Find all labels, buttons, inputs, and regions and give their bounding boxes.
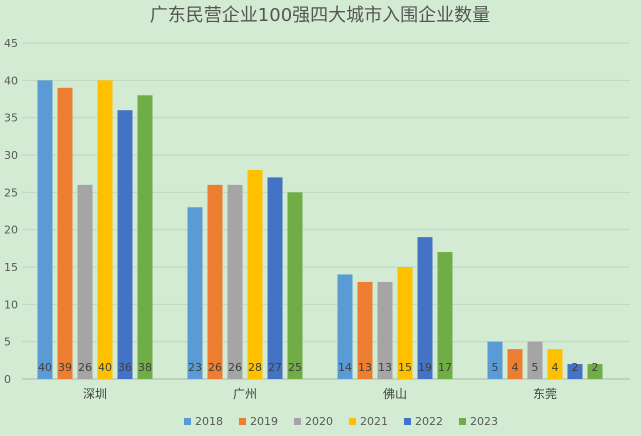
y-tick-label: 0 (4, 373, 11, 386)
y-tick-label: 20 (4, 224, 18, 237)
bar-深圳-2022 (117, 110, 133, 379)
data-label: 26 (228, 361, 242, 374)
bar-东莞-2019 (507, 349, 523, 379)
y-tick-label: 25 (4, 186, 18, 199)
data-label: 23 (188, 361, 202, 374)
y-tick-label: 35 (4, 112, 18, 125)
bar-佛山-2018 (337, 274, 353, 379)
data-label: 19 (418, 361, 432, 374)
data-label: 14 (338, 361, 352, 374)
legend-entry: 2023 (470, 415, 498, 428)
bar-广州-2018 (187, 207, 203, 379)
data-label: 17 (438, 361, 452, 374)
data-label: 26 (208, 361, 222, 374)
data-label: 28 (248, 361, 262, 374)
bar-广州-2021 (247, 169, 263, 379)
bar-佛山-2023 (437, 252, 453, 379)
bar-佛山-2019 (357, 281, 373, 379)
legend-entry: 2020 (305, 415, 333, 428)
data-label: 13 (358, 361, 372, 374)
bar-佛山-2020 (377, 281, 393, 379)
x-axis-categories: 深圳 广州 佛山 东莞 (83, 387, 557, 401)
data-label: 26 (78, 361, 92, 374)
bar-深圳-2023 (137, 95, 153, 380)
data-label: 15 (398, 361, 412, 374)
bar-广州-2019 (207, 184, 223, 379)
legend-swatch (404, 418, 411, 425)
data-label: 25 (288, 361, 302, 374)
bar-东莞-2022 (567, 364, 583, 379)
y-tick-label: 10 (4, 298, 18, 311)
data-label: 5 (532, 361, 539, 374)
bar-深圳-2019 (57, 87, 73, 380)
chart-title: 广东民营企业100强四大城市入围企业数量 (150, 5, 490, 26)
bar-广州-2022 (267, 177, 283, 379)
data-label: 27 (268, 361, 282, 374)
y-axis-ticks: 0 5 10 15 20 25 30 35 40 45 (4, 37, 18, 386)
data-label: 40 (38, 361, 52, 374)
legend-entry: 2019 (250, 415, 278, 428)
gridlines (22, 42, 630, 380)
legend-entry: 2018 (195, 415, 223, 428)
category-label: 深圳 (83, 387, 107, 401)
data-label: 2 (572, 361, 579, 374)
bar-广州-2023 (287, 192, 303, 379)
data-label: 4 (552, 361, 559, 374)
bars (37, 80, 603, 380)
y-tick-label: 40 (4, 74, 18, 87)
bar-佛山-2021 (397, 267, 413, 379)
category-label: 广州 (233, 387, 257, 401)
bar-深圳-2020 (77, 184, 93, 379)
data-labels: 40 39 26 40 36 38 23 26 26 28 27 25 14 13 13 15 19 17 5 4 5 4… (38, 361, 599, 374)
data-label: 36 (118, 361, 132, 374)
bar-深圳-2018 (37, 80, 53, 379)
y-tick-label: 15 (4, 261, 18, 274)
legend-swatch (459, 418, 466, 425)
category-label: 东莞 (533, 387, 557, 401)
data-label: 4 (512, 361, 519, 374)
data-label: 13 (378, 361, 392, 374)
data-label: 5 (492, 361, 499, 374)
data-label: 39 (58, 361, 72, 374)
bar-东莞-2020 (527, 341, 543, 379)
legend-swatch (349, 418, 356, 425)
y-tick-label: 5 (4, 336, 11, 349)
data-label: 2 (592, 361, 599, 374)
bar-深圳-2021 (97, 80, 113, 379)
bar-东莞-2018 (487, 341, 503, 379)
legend-swatch (294, 418, 301, 425)
bar-广州-2020 (227, 184, 243, 379)
legend-entry: 2021 (360, 415, 388, 428)
data-label: 40 (98, 361, 112, 374)
category-label: 佛山 (383, 387, 407, 401)
bar-佛山-2022 (417, 237, 433, 379)
bar-东莞-2023 (587, 364, 603, 379)
bar-东莞-2021 (547, 349, 563, 379)
y-tick-label: 45 (4, 37, 18, 50)
legend-entry: 2022 (415, 415, 443, 428)
data-label: 38 (138, 361, 152, 374)
y-tick-label: 30 (4, 149, 18, 162)
legend-swatch (184, 418, 191, 425)
legend: 2018 2019 2020 2021 2022 2023 (184, 415, 498, 428)
legend-swatch (239, 418, 246, 425)
